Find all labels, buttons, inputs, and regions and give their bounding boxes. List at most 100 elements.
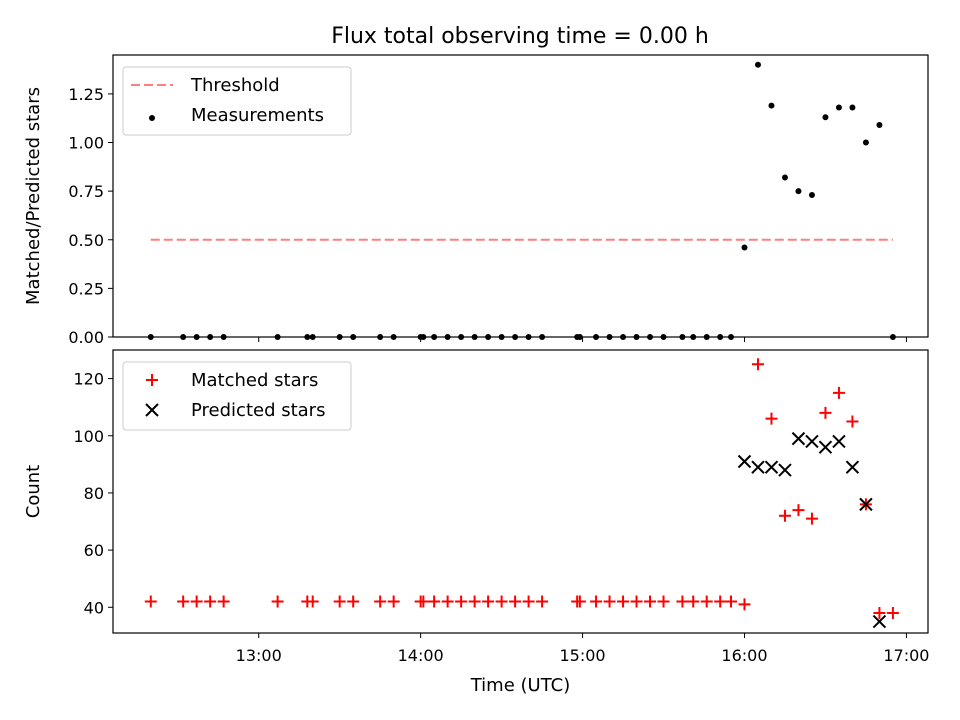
data-point (741, 244, 748, 251)
data-point (886, 606, 899, 619)
series-predicted-stars (737, 431, 887, 629)
data-point (522, 595, 535, 608)
y-tick-label: 0.75 (68, 182, 104, 201)
data-point (751, 358, 764, 371)
y-tick-label: 1.00 (68, 134, 104, 153)
data-point (791, 431, 806, 446)
data-point (603, 595, 616, 608)
data-point (805, 434, 819, 449)
data-point (617, 595, 630, 608)
data-point (374, 595, 387, 608)
data-point (754, 61, 761, 68)
legend-swatch (145, 403, 159, 417)
data-point (832, 386, 845, 399)
data-point (630, 595, 643, 608)
data-point (333, 595, 346, 608)
data-point (845, 460, 860, 474)
legend-label: Measurements (191, 105, 324, 126)
x-tick-label: 15:00 (560, 646, 606, 665)
y-axis-label: Matched/Predicted stars (23, 87, 44, 305)
data-point (808, 192, 815, 199)
legend: Threshold Measurements (122, 66, 352, 136)
legend-swatch (149, 115, 155, 121)
data-point (144, 595, 157, 608)
data-point (849, 104, 856, 111)
data-point (687, 595, 700, 608)
x-axis-label: Time (UTC) (470, 675, 571, 696)
data-point (805, 512, 818, 525)
data-point (846, 415, 859, 428)
legend-box (122, 66, 352, 136)
series-matched-stars (144, 358, 899, 619)
data-point (859, 497, 873, 512)
data-point (573, 595, 586, 608)
data-point (482, 595, 495, 608)
data-point (862, 139, 869, 146)
data-point (765, 412, 778, 425)
data-point (590, 595, 603, 608)
y-tick-label: 100 (73, 427, 104, 446)
x-tick-label: 14:00 (398, 646, 444, 665)
legend-label: Predicted stars (191, 400, 325, 421)
data-point (177, 595, 190, 608)
y-tick-label: 120 (73, 370, 104, 389)
data-point (536, 595, 549, 608)
data-point (738, 598, 751, 611)
y-tick-label: 0.50 (68, 231, 104, 250)
data-point (204, 595, 217, 608)
data-point (822, 114, 829, 121)
data-point (819, 406, 832, 419)
y-tick-label: 1.25 (68, 85, 104, 104)
y-tick-label: 60 (84, 541, 104, 560)
data-point (751, 460, 765, 474)
data-point (835, 104, 842, 111)
data-point (724, 595, 737, 608)
data-point (190, 595, 203, 608)
data-point (306, 595, 319, 608)
data-point (644, 595, 657, 608)
data-point (768, 102, 775, 109)
y-tick-label: 80 (84, 484, 104, 503)
data-point (832, 434, 846, 449)
data-point (795, 188, 802, 195)
data-point (495, 595, 508, 608)
chart-title: Flux total observing time = 0.00 h (331, 24, 709, 49)
data-point (428, 595, 441, 608)
x-tick-label: 13:00 (236, 646, 282, 665)
data-point (778, 509, 791, 522)
y-tick-label: 0.00 (68, 328, 104, 347)
data-point (876, 122, 883, 129)
x-tick-label: 17:00 (883, 646, 929, 665)
data-point (387, 595, 400, 608)
data-point (781, 174, 788, 181)
y-tick-label: 40 (84, 598, 104, 617)
data-point (700, 595, 713, 608)
data-point (792, 504, 805, 517)
y-axis-label: Count (23, 465, 44, 518)
data-point (441, 595, 454, 608)
data-point (873, 606, 886, 619)
data-point (347, 595, 360, 608)
data-point (217, 595, 230, 608)
legend-label: Matched stars (191, 370, 318, 391)
data-point (778, 463, 792, 477)
data-point (737, 454, 752, 469)
legend: Matched stars Predicted stars (122, 361, 352, 431)
y-tick-label: 0.25 (68, 279, 104, 298)
legend-box (122, 361, 352, 431)
data-point (417, 595, 430, 608)
data-point (657, 595, 670, 608)
data-point (676, 595, 689, 608)
data-point (509, 595, 522, 608)
x-tick-label: 16:00 (721, 646, 767, 665)
axes-frame (112, 54, 929, 338)
legend-swatch (146, 374, 158, 386)
data-point (271, 595, 284, 608)
axes-frame (112, 349, 929, 634)
panel-2: 40 60 80 100 120 13:00 14:00 15:00 16:00 17:00 Cou… (23, 349, 929, 696)
data-point (872, 614, 887, 629)
data-point (818, 440, 833, 454)
data-point (455, 595, 468, 608)
panel-1: 0.00 0.25 0.50 0.75 1.00 1.25 Matched/Predicte… (23, 54, 929, 347)
